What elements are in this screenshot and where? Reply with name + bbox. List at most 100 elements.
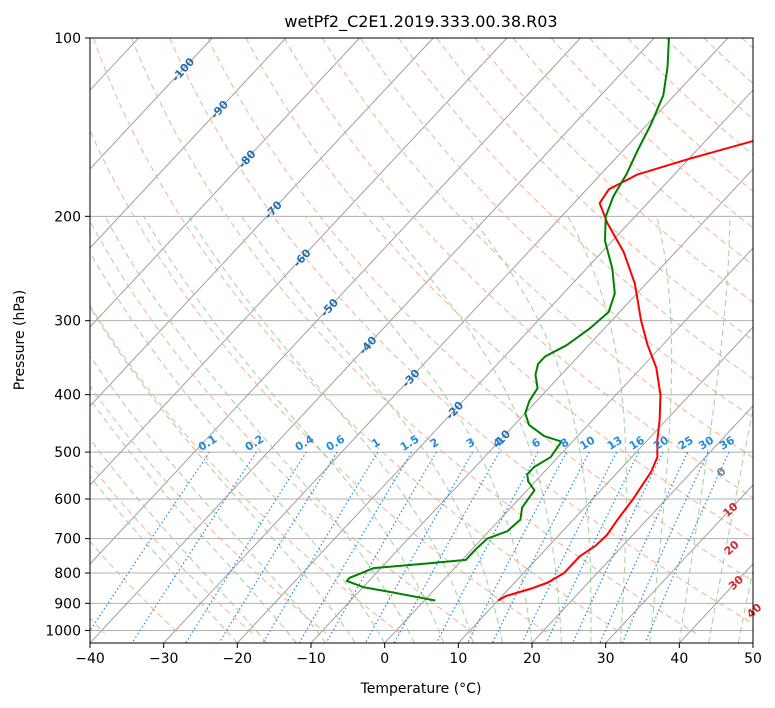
mixing-ratio-line xyxy=(599,451,689,643)
x-tick-label: 0 xyxy=(380,651,389,667)
moist-adiabat-line xyxy=(678,216,731,643)
mixing-ratio-line xyxy=(435,451,539,643)
isotherm-line xyxy=(531,405,753,643)
x-tick-label: −10 xyxy=(296,651,326,667)
dewpoint-profile-line xyxy=(345,38,670,602)
line-labels: 0.1 0.2 0.4 0.6 1 1.5 2 3 4 6 8 10 13 16 20 25 30 36-100-… xyxy=(169,55,764,621)
y-tick-label: 600 xyxy=(54,492,81,508)
mixing-ratio-line xyxy=(644,451,730,643)
x-tick-label: −30 xyxy=(149,651,179,667)
mixing-ratio-line xyxy=(325,451,437,643)
y-tick-label: 700 xyxy=(54,532,81,548)
dry-adiabat-line xyxy=(90,220,475,634)
x-tick-label: 30 xyxy=(597,651,615,667)
x-tick-label: 40 xyxy=(670,651,688,667)
moist-adiabat-line xyxy=(90,306,356,643)
isotherm-line xyxy=(90,38,287,249)
moist-adiabat-line xyxy=(90,354,327,643)
moist-adiabat-line xyxy=(649,216,673,643)
moist-adiabat-line xyxy=(241,216,504,643)
isotherm-line xyxy=(236,89,753,643)
x-tick-label: −20 xyxy=(223,651,253,667)
temperature-profile-line xyxy=(497,139,753,602)
x-tick-label: 50 xyxy=(744,651,762,667)
x-axis-ticks: −40 −30 −20 −10 0 10 20 30 40 50 xyxy=(75,643,762,667)
dry-adiabat-line xyxy=(436,38,753,341)
y-tick-label: 1000 xyxy=(45,623,81,639)
moist-adiabat-line xyxy=(380,215,563,643)
dry-adiabat-line xyxy=(550,38,753,229)
mixing-ratio-line xyxy=(521,451,618,643)
y-axis-ticks: 100 200 300 400 500 600 700 800 900 1000 xyxy=(45,31,90,639)
moist-adiabat-line xyxy=(90,251,386,643)
isotherm-line xyxy=(90,38,581,565)
mixing-ratio-line xyxy=(262,451,379,643)
moist-adiabat-line xyxy=(104,216,415,643)
mixing-ratio-label: 25 xyxy=(676,434,696,453)
isotherm-line xyxy=(605,484,753,643)
mixing-ratio-label: 30 xyxy=(696,433,716,452)
mixing-ratio-line xyxy=(393,451,500,643)
dry-adiabat-line xyxy=(245,38,753,540)
y-tick-label: 300 xyxy=(54,314,81,330)
dry-adiabat-line xyxy=(90,129,549,634)
y-axis-label: Pressure (hPa) xyxy=(12,290,28,390)
isotherm-line xyxy=(163,38,729,643)
isotherm-line xyxy=(90,38,213,170)
x-tick-label: −40 xyxy=(75,651,105,667)
isotherm-line xyxy=(0,38,65,643)
mixing-ratio-line xyxy=(131,451,257,643)
chart-title: wetPf2_C2E1.2019.333.00.38.R03 xyxy=(284,12,557,32)
background-lines xyxy=(0,38,753,643)
moist-adiabat-line xyxy=(708,406,753,643)
mixing-ratio-label: 1 xyxy=(369,436,382,451)
y-tick-label: 100 xyxy=(54,31,81,47)
dry-adiabat-line xyxy=(703,38,753,85)
mixing-ratio-line xyxy=(185,451,307,643)
dry-adiabat-line xyxy=(398,38,753,380)
mixing-ratio-line xyxy=(491,451,590,643)
dry-adiabat-line xyxy=(474,38,753,303)
x-tick-label: 20 xyxy=(523,651,541,667)
moist-adiabat-line xyxy=(737,568,753,643)
dry-adiabat-line xyxy=(627,38,753,156)
mixing-ratio-line xyxy=(218,451,338,643)
y-tick-label: 500 xyxy=(54,445,81,461)
isotherm-line xyxy=(90,38,434,407)
moist-adiabat-line xyxy=(188,216,474,643)
dry-adiabat-label: -100 xyxy=(169,55,197,84)
mixing-ratio-label: 3 xyxy=(464,436,477,451)
dry-adiabat-line xyxy=(665,38,753,120)
plot-frame xyxy=(89,37,754,644)
dry-adiabat-line xyxy=(589,38,753,192)
moist-adiabat-line xyxy=(90,398,297,643)
moist-adiabat-line xyxy=(90,475,238,643)
dry-adiabat-line xyxy=(321,38,753,458)
dry-adiabat-line xyxy=(207,38,753,582)
sounding-series xyxy=(345,38,753,602)
mixing-ratio-label: 1.5 xyxy=(398,432,421,453)
mixing-ratio-label: 36 xyxy=(717,433,737,452)
dry-adiabat-line xyxy=(90,463,253,634)
mixing-ratio-line xyxy=(545,451,640,643)
y-tick-label: 200 xyxy=(54,209,81,225)
mixing-ratio-label: 16 xyxy=(627,433,647,452)
y-tick-label: 800 xyxy=(54,566,81,582)
moist-adiabat-line xyxy=(470,216,592,643)
isotherm-line xyxy=(90,38,508,486)
dry-adiabat-line xyxy=(512,38,753,266)
mixing-ratio-line xyxy=(90,451,211,632)
isotherm-line xyxy=(90,38,655,643)
mixing-ratio-line xyxy=(572,451,664,643)
y-tick-label: 900 xyxy=(54,596,81,612)
moist-adiabat-label: 0 xyxy=(714,465,729,480)
moist-adiabat-label: 20 xyxy=(722,538,742,558)
isotherm-line xyxy=(90,38,360,328)
isotherm-line xyxy=(310,168,753,643)
x-axis-label: Temperature (°C) xyxy=(360,681,482,697)
mixing-ratio-label: 0.6 xyxy=(324,432,348,454)
mixing-ratio-line xyxy=(466,451,568,643)
mixing-ratio-label: 0.4 xyxy=(293,432,317,454)
isotherm-line xyxy=(384,247,753,643)
